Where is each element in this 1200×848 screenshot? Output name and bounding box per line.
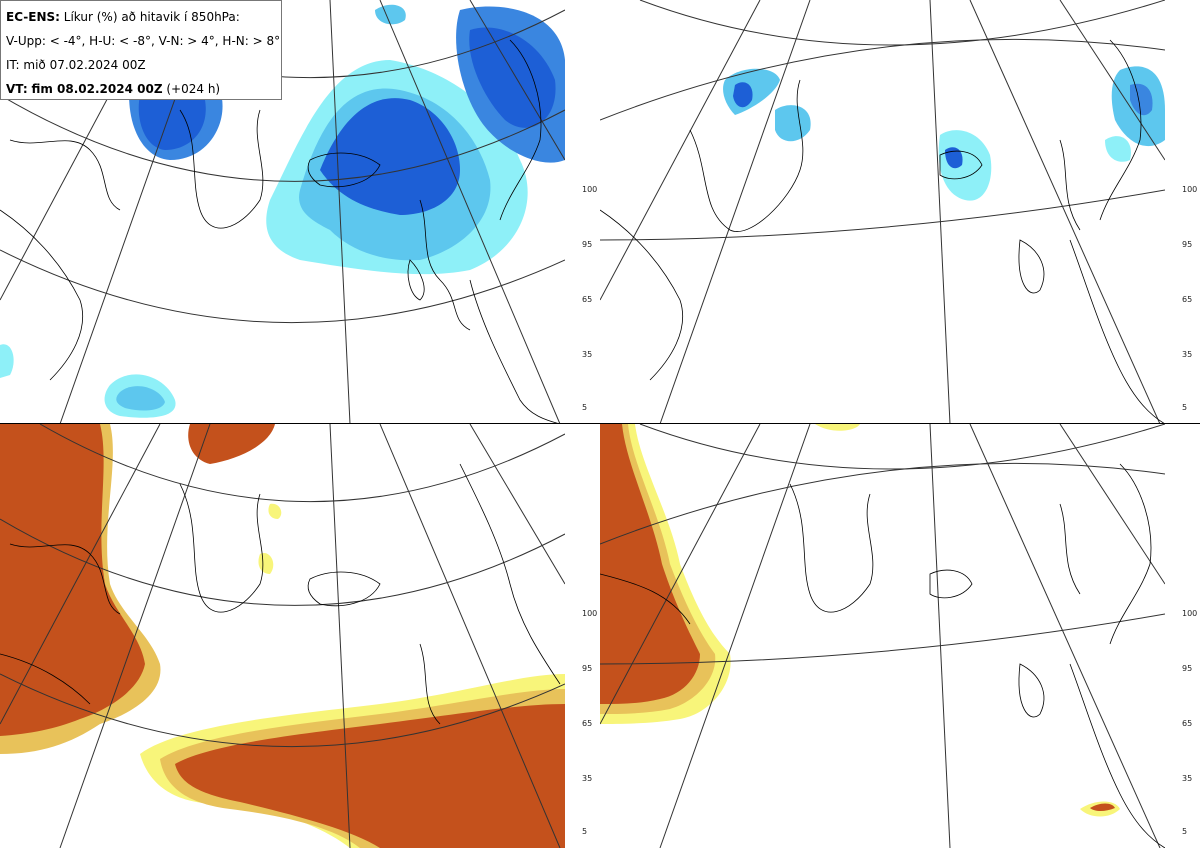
tick-65: 65 — [1182, 719, 1193, 728]
init-time-text: IT: mið 07.02.2024 00Z — [6, 58, 146, 72]
map-bottom-left — [0, 424, 565, 848]
tick-5: 5 — [1182, 403, 1188, 412]
tick-100: 100 — [582, 609, 598, 618]
coastlines — [600, 39, 1165, 424]
tick-35: 35 — [1182, 774, 1193, 783]
tick-5: 5 — [1182, 827, 1188, 836]
tick-100: 100 — [1182, 185, 1198, 194]
tick-95: 95 — [582, 240, 593, 249]
map-panel-top-left: EC-ENS: Líkur (%) að hitavik í 850hPa: V… — [0, 0, 565, 424]
probability-field-cold — [723, 66, 1165, 201]
map-panel-top-right — [600, 0, 1165, 424]
tick-65: 65 — [582, 719, 593, 728]
graticule — [600, 0, 1165, 424]
coastlines — [0, 463, 561, 725]
tick-35: 35 — [582, 774, 593, 783]
probability-field-warm — [0, 424, 565, 848]
tick-5: 5 — [582, 403, 588, 412]
valid-time: fim 08.02.2024 00Z — [31, 82, 163, 96]
tick-65: 65 — [1182, 295, 1193, 304]
map-top-right — [600, 0, 1165, 424]
valid-label: VT: — [6, 82, 28, 96]
tick-95: 95 — [1182, 664, 1193, 673]
graticule — [600, 424, 1165, 848]
coastlines — [0, 39, 561, 424]
tick-100: 100 — [1182, 609, 1198, 618]
probability-field-warm — [600, 424, 1120, 817]
map-legend: EC-ENS: Líkur (%) að hitavik í 850hPa: V… — [0, 0, 282, 100]
map-panel-bottom-right — [600, 424, 1165, 848]
title-text: Líkur (%) að hitavik í 850hPa: — [63, 10, 240, 24]
tick-65: 65 — [582, 295, 593, 304]
tick-35: 35 — [582, 350, 593, 359]
lead-time: (+024 h) — [166, 82, 221, 96]
coastlines — [600, 463, 1165, 848]
thresholds-text: V-Upp: < -4°, H-U: < -8°, V-N: > 4°, H-N… — [6, 34, 281, 48]
probability-field-cold — [0, 4, 565, 418]
model-label: EC-ENS: — [6, 10, 60, 24]
tick-5: 5 — [582, 827, 588, 836]
tick-35: 35 — [1182, 350, 1193, 359]
panel-divider-horizontal — [0, 423, 1200, 424]
tick-100: 100 — [582, 185, 598, 194]
map-bottom-right — [600, 424, 1165, 848]
tick-95: 95 — [582, 664, 593, 673]
map-panel-bottom-left — [0, 424, 565, 848]
tick-95: 95 — [1182, 240, 1193, 249]
map-top-left — [0, 0, 565, 424]
